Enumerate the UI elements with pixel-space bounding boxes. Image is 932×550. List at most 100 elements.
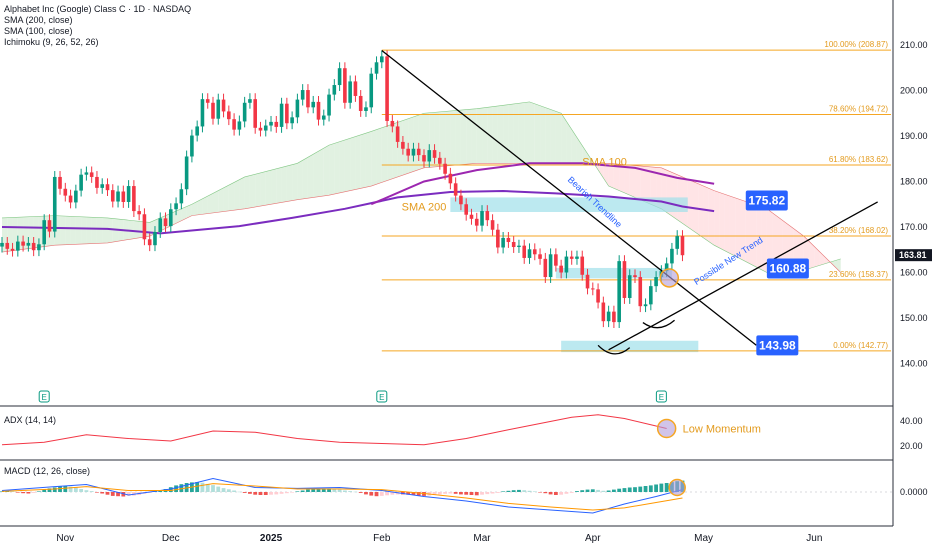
sma100-legend[interactable]: SMA (100, close) (4, 26, 73, 36)
macd-histogram-bar (42, 489, 47, 492)
cloud-segment (96, 217, 103, 244)
cloud-segment (476, 108, 483, 164)
cloud-span-a (1, 101, 841, 273)
cloud-segment (286, 164, 293, 202)
candle-body (285, 103, 289, 124)
macd-histogram-bar (643, 486, 648, 492)
macd-histogram-bar (474, 492, 479, 496)
candle-body (474, 218, 479, 226)
highlight-zone (450, 197, 688, 212)
candle-body (295, 99, 300, 118)
macd-histogram-bar (654, 484, 658, 492)
low-momentum-label: Low Momentum (683, 424, 761, 436)
fibonacci-retracement[interactable]: 100.00% (208.87) 78.60% (194.72) 61.80% (1… (381, 40, 891, 352)
cloud-segment (381, 125, 388, 183)
candle-body (158, 218, 163, 233)
macd-histogram-bar (543, 492, 548, 494)
candle-body (105, 184, 110, 191)
cloud-segment (334, 141, 340, 195)
candle-body (511, 242, 516, 248)
macd-histogram-bar (21, 492, 25, 494)
macd-pane (0, 477, 893, 514)
candle-body (459, 195, 463, 205)
macd-histogram-bar (459, 492, 463, 495)
axes: 210.00 200.00 190.00 180.00 170.00 160.00 150.… (56, 40, 932, 544)
macd-histogram-bar (601, 490, 606, 492)
macd-histogram-bar (612, 489, 616, 492)
macd-histogram-bar (385, 492, 389, 496)
cloud-segment (524, 101, 530, 164)
earnings-marker (655, 390, 667, 403)
candle-body (438, 157, 442, 164)
candle-body (300, 90, 305, 100)
cloud-segment (102, 217, 108, 244)
highlight-zone (561, 340, 699, 353)
candle-body (147, 239, 152, 246)
macd-histogram-bar (606, 490, 611, 492)
macd-histogram-bar (337, 489, 342, 492)
cloud-segment (65, 216, 71, 245)
candle-body (485, 211, 490, 221)
sma200-line (1, 190, 715, 235)
cloud-segment (408, 116, 414, 174)
macd-legend[interactable]: MACD (12, 26, close) (4, 466, 91, 476)
macd-histogram-bar (58, 486, 62, 492)
fib-level-label: 23.60% (158.37) (829, 270, 888, 279)
macd-histogram-bar (232, 490, 236, 492)
macd-histogram-bar (358, 492, 363, 493)
sma-lines (1, 162, 715, 235)
candle-body (5, 242, 10, 249)
adx-circle (656, 418, 677, 439)
cloud-segment (350, 136, 356, 191)
cloud-segment (819, 251, 825, 266)
earnings-marker-label: E (379, 393, 384, 402)
candle-body (480, 211, 484, 226)
candle-body (617, 261, 621, 323)
candle-body (47, 220, 52, 232)
macd-histogram-bar (79, 489, 84, 492)
symbol-title[interactable]: Alphabet Inc (Google) Class C · 1D · NAS… (4, 4, 192, 14)
cloud-segment (376, 127, 382, 185)
price-callout-text: 143.98 (759, 338, 796, 352)
trendline-new-trend (608, 201, 878, 351)
sma200-annotation: SMA 200 (402, 202, 447, 214)
candle-body (184, 156, 189, 190)
candle-body (496, 229, 500, 248)
main-legend[interactable]: Alphabet Inc (Google) Class C · 1D · NAS… (4, 4, 191, 48)
candle-body (601, 302, 606, 322)
fib-level-label: 100.00% (208.87) (824, 40, 888, 49)
candle-body (221, 99, 226, 112)
macd-histogram-bar (622, 488, 627, 492)
adx-legend[interactable]: ADX (14, 14) (4, 415, 57, 425)
fib-level-label: 0.00% (142.77) (833, 341, 888, 350)
last-price-label: 163.81 (899, 250, 927, 260)
candle-body (311, 101, 316, 108)
macd-histogram-bar (548, 492, 553, 495)
cloud-segment (735, 197, 741, 259)
cloud-segment (624, 164, 630, 196)
macd-histogram-bar (416, 492, 421, 496)
cloud-segment (318, 148, 324, 197)
candle-body (42, 220, 46, 245)
candle-body (21, 241, 25, 246)
macd-histogram-bar (290, 492, 295, 493)
macd-histogram-bar (464, 492, 469, 495)
ichimoku-legend[interactable]: Ichimoku (9, 26, 52, 26) (4, 37, 99, 47)
macd-histogram-bar (411, 492, 416, 495)
macd-histogram-bar (248, 492, 252, 494)
cloud-segment (207, 193, 213, 214)
macd-histogram-bar (158, 490, 163, 492)
candle-body (169, 209, 173, 227)
macd-histogram-bar (648, 485, 653, 492)
cloud-segment (703, 186, 709, 242)
cloud-segment (81, 216, 87, 245)
cloud-segment (698, 183, 704, 238)
sma200-legend[interactable]: SMA (200, close) (4, 15, 73, 25)
candle-body (205, 99, 210, 103)
candle-body (538, 254, 542, 259)
macd-histogram-bar (553, 492, 558, 495)
cloud-segment (107, 217, 113, 243)
candle-body (564, 256, 569, 273)
macd-histogram-bar (522, 490, 527, 492)
